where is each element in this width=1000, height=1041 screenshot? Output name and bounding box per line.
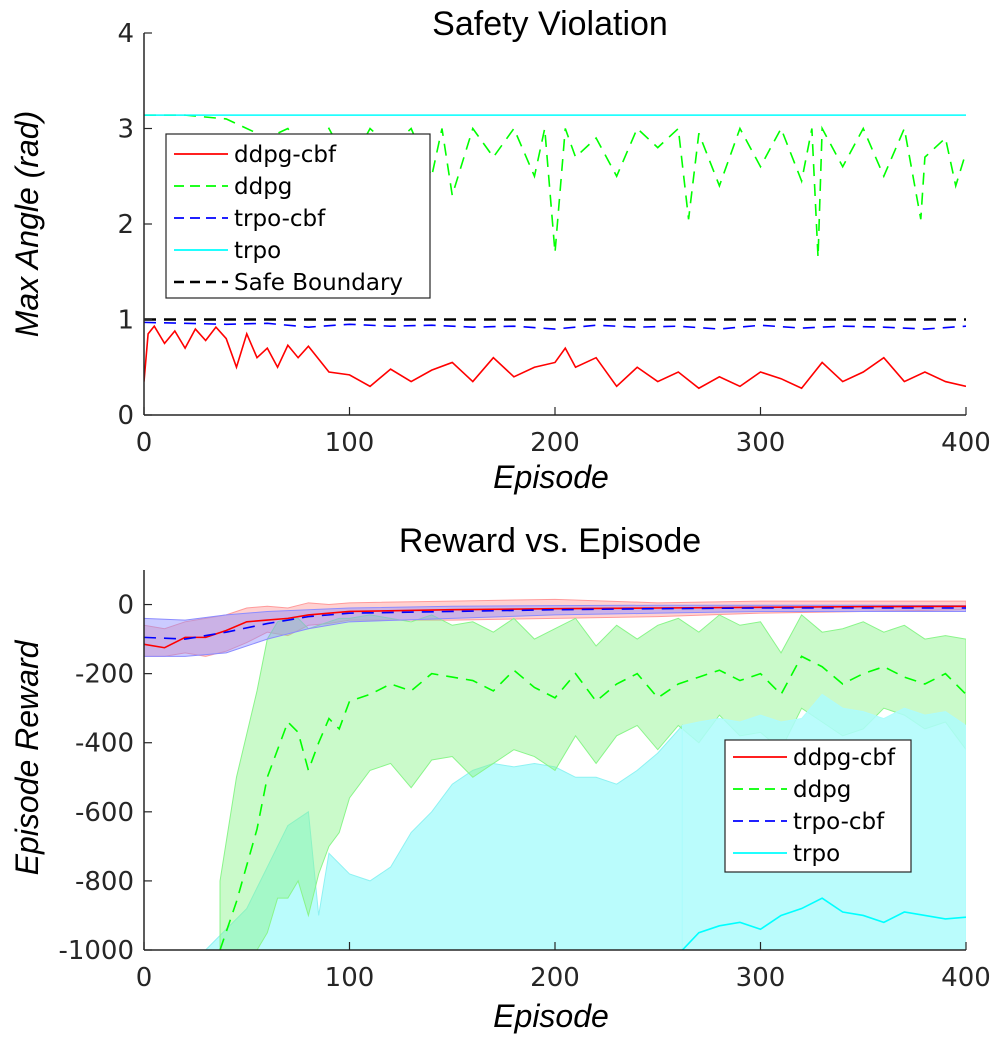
x-axis-label: Episode — [493, 998, 609, 1034]
legend-box — [724, 739, 912, 873]
x-tick-label: 0 — [136, 963, 153, 993]
legend: ddpg-cbf ddpg trpo-cbf trpo — [724, 739, 912, 873]
x-tick-label: 300 — [736, 963, 786, 993]
y-tick-label: -400 — [75, 729, 134, 759]
y-tick-label: -1000 — [58, 936, 134, 966]
y-tick-label: -800 — [75, 867, 134, 897]
legend-label-ddpg-cbf: ddpg-cbf — [234, 142, 337, 168]
ddpg-line — [219, 655, 966, 950]
chart-title: Safety Violation — [432, 5, 668, 43]
x-axis-label: Episode — [493, 459, 609, 495]
y-tick-label: 0 — [117, 591, 134, 621]
trpo-early-band — [204, 724, 683, 950]
ddpg-band — [219, 614, 966, 950]
legend: ddpg-cbf ddpg trpo-cbf trpo Safe Boundary — [165, 133, 431, 299]
ddpg-cbf-line — [144, 324, 966, 390]
x-tick-label: 300 — [736, 428, 786, 458]
y-tick-label: 1 — [117, 306, 134, 336]
legend-label-ddpg: ddpg — [793, 777, 851, 803]
legend-label-ddpg-cbf: ddpg-cbf — [793, 745, 896, 771]
legend-box — [165, 133, 431, 299]
axes: 0 100 200 300 400 0 -200 -400 -600 -800 -1000 — [58, 570, 991, 993]
legend-label-trpo-cbf: trpo-cbf — [234, 206, 326, 232]
y-tick-label: 4 — [117, 19, 134, 49]
x-tick-label: 100 — [325, 963, 375, 993]
legend-label-trpo: trpo — [234, 238, 281, 264]
chart-title: Reward vs. Episode — [399, 522, 701, 560]
x-tick-label: 0 — [136, 428, 153, 458]
trpo-cbf-band — [144, 604, 966, 657]
reward-vs-episode-chart: Reward vs. Episode 0 100 200 300 400 0 -200 -40… — [9, 522, 991, 1034]
legend-label-trpo: trpo — [793, 841, 840, 867]
y-axis-label: Max Angle (rad) — [9, 111, 45, 337]
trpo-cbf-line — [144, 321, 966, 330]
legend-label-safe-boundary: Safe Boundary — [234, 270, 403, 296]
x-tick-label: 100 — [325, 428, 375, 458]
y-tick-label: 3 — [117, 115, 134, 145]
safety-violation-chart: Safety Violation 0 100 200 300 400 0 1 2 3 4 Epis… — [9, 5, 991, 495]
legend-label-trpo-cbf: trpo-cbf — [793, 809, 885, 835]
axes: 0 100 200 300 400 0 1 2 3 4 — [117, 19, 990, 458]
trpo-line — [681, 897, 966, 950]
y-tick-label: -600 — [75, 798, 134, 828]
x-tick-label: 200 — [530, 963, 580, 993]
x-tick-label: 400 — [941, 963, 991, 993]
x-tick-label: 200 — [530, 428, 580, 458]
x-tick-label: 400 — [941, 428, 991, 458]
y-tick-label: -200 — [75, 660, 134, 690]
y-axis-label: Episode Reward — [9, 639, 45, 875]
y-tick-label: 2 — [117, 210, 134, 240]
y-tick-label: 0 — [117, 401, 134, 431]
legend-label-ddpg: ddpg — [234, 174, 292, 200]
